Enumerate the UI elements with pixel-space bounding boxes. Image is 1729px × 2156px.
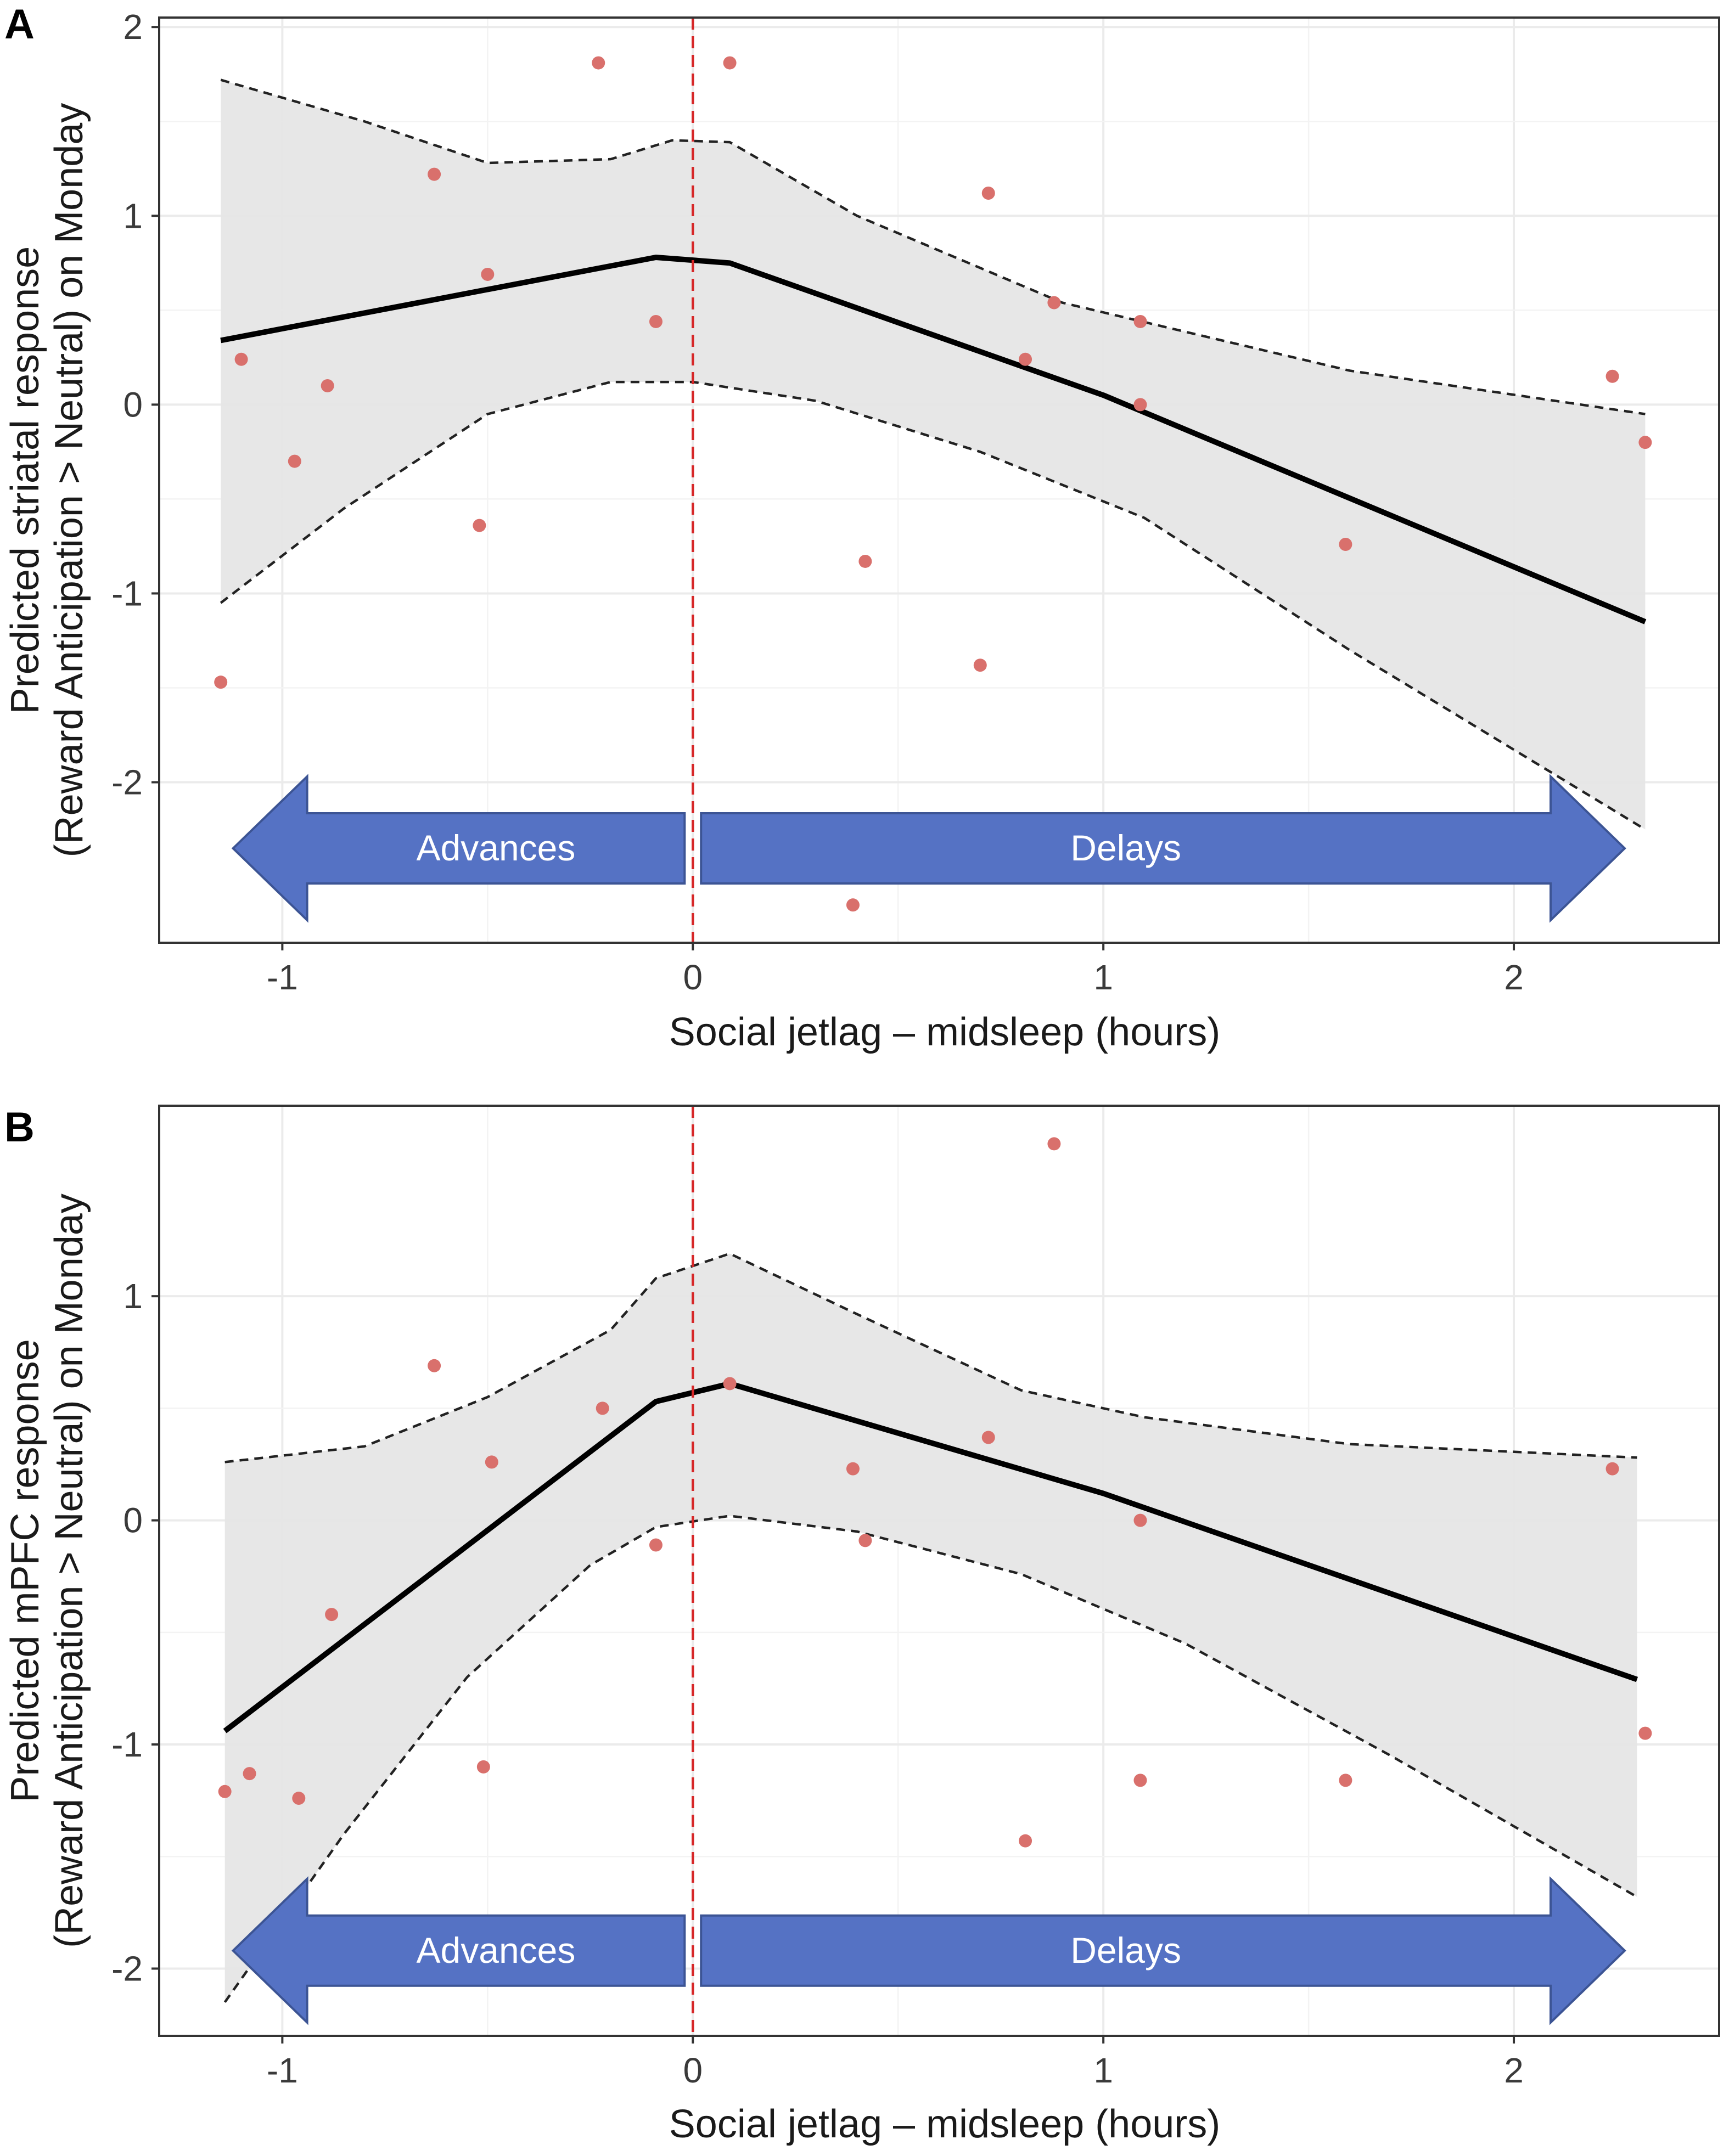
panel-a-advances-arrow <box>231 774 686 923</box>
panel-b-advances-arrow <box>231 1876 686 2025</box>
panel-a-y-axis-title-line2: (Reward Anticipation > Neutral) on Monda… <box>47 103 91 858</box>
panel-a-letter: A <box>4 1 35 48</box>
panel-a-data-point <box>723 56 737 70</box>
panel-b-y-tick-label: 1 <box>123 1276 143 1316</box>
panel-b-data-point <box>1606 1462 1619 1476</box>
panel-b-confidence-band <box>224 1253 1637 2002</box>
panel-a-data-point <box>981 186 995 200</box>
panel-b-data-point <box>649 1538 663 1552</box>
panel-a-data-point <box>473 519 486 532</box>
panel-b-y-tick-label: -1 <box>111 1725 143 1764</box>
panel-a-y-tick-label: 0 <box>123 385 143 424</box>
panel-a-fit-line <box>220 254 1647 624</box>
panel-b-ci-lower-line <box>223 1515 1638 2003</box>
panel-a-delays-arrow <box>700 774 1626 923</box>
panel-a-delays-arrow-label: Delays <box>1070 828 1181 868</box>
panel-a-x-tick-label: 0 <box>683 958 703 997</box>
panel-a-data-point <box>1606 369 1619 383</box>
panel-a-data-point <box>214 675 228 689</box>
panel-a-data-point <box>1133 314 1147 328</box>
panel-b-data-point <box>858 1534 872 1547</box>
panel-a-data-point <box>288 454 301 468</box>
panel-a-confidence-band <box>221 80 1646 830</box>
panel-a-ci-upper-line <box>220 78 1646 415</box>
panel-a-y-tick-label: 1 <box>123 196 143 235</box>
panel-b: Advances Delays -1 0 1 2 -2 -1 0 1 Social jetlag –… <box>3 1104 1720 2146</box>
panel-a: Advances Delays -1 0 1 2 -2 -1 0 1 2 Social jetlag … <box>3 1 1720 1054</box>
panel-a-data-point <box>234 352 248 366</box>
panel-b-x-tick-label: 2 <box>1504 2051 1524 2090</box>
panel-a-data-point <box>1047 296 1061 309</box>
panel-a-data-point <box>858 554 872 568</box>
panel-b-data-point <box>476 1760 490 1774</box>
panel-b-x-tick-label: 0 <box>683 2051 703 2090</box>
panel-b-data-point <box>1339 1774 1352 1787</box>
panel-b-data-point <box>243 1767 256 1781</box>
panel-a-x-tick-label: -1 <box>267 958 298 997</box>
panel-b-data-point <box>1133 1513 1147 1527</box>
panel-b-data-point <box>1133 1774 1147 1787</box>
panel-b-delays-arrow-label: Delays <box>1070 1930 1181 1971</box>
panel-a-data-point <box>1133 398 1147 412</box>
panel-a-data-point <box>321 379 334 392</box>
panel-a-border <box>158 16 1720 944</box>
panel-b-delays-arrow <box>700 1876 1626 2025</box>
panel-a-ci-lower-line <box>220 380 1646 831</box>
panel-b-data-point <box>1638 1726 1652 1740</box>
panel-a-y-tick-label: -1 <box>111 573 143 613</box>
panel-a-data-point <box>481 267 495 281</box>
panel-b-advances-arrow-label: Advances <box>417 1930 576 1971</box>
panel-a-y-axis-title-line1: Predicted striatal response <box>3 246 47 714</box>
panel-a-data-point <box>592 56 605 70</box>
panel-b-border <box>158 1105 1720 2037</box>
panel-b-data-point <box>292 1792 306 1805</box>
panel-a-data-point <box>846 898 860 912</box>
panel-b-data-point <box>1019 1834 1032 1848</box>
panel-a-x-tick-label: 1 <box>1093 958 1113 997</box>
panel-b-letter: B <box>4 1104 35 1151</box>
panel-b-x-axis-title: Social jetlag – midsleep (hours) <box>669 2102 1220 2146</box>
panel-b-data-point <box>218 1785 232 1798</box>
panel-a-y-tick-label: 2 <box>123 7 143 47</box>
panel-b-data-point <box>485 1455 498 1469</box>
panel-b-y-axis-title-line2: (Reward Anticipation > Neutral) on Monda… <box>47 1194 91 1948</box>
panel-b-ci-upper-line <box>224 1252 1637 1463</box>
panel-a-x-axis-title: Social jetlag – midsleep (hours) <box>669 1010 1220 1054</box>
panel-b-data-point <box>596 1401 609 1415</box>
panel-a-x-tick-label: 2 <box>1504 958 1524 997</box>
panel-b-y-tick-label: -2 <box>111 1949 143 1988</box>
panel-b-data-point <box>981 1431 995 1444</box>
panel-b-data-point <box>325 1608 339 1622</box>
panel-b-y-tick-label: 0 <box>123 1501 143 1540</box>
panel-a-data-point <box>973 658 987 672</box>
panel-b-data-point <box>1047 1137 1061 1151</box>
panel-b-data-point <box>846 1462 860 1476</box>
panel-a-advances-arrow-label: Advances <box>417 828 576 868</box>
panel-a-data-point <box>1638 436 1652 449</box>
panel-b-data-point <box>428 1359 441 1372</box>
panel-b-data-point <box>723 1377 737 1391</box>
panel-b-x-tick-label: -1 <box>267 2051 298 2090</box>
panel-a-data-point <box>1019 352 1032 366</box>
panel-b-points <box>218 1137 1652 1848</box>
panel-b-x-tick-label: 1 <box>1093 2051 1113 2090</box>
panel-a-data-point <box>428 167 441 181</box>
panel-a-data-point <box>649 314 663 328</box>
panel-b-y-axis-title-line1: Predicted mPFC response <box>3 1339 47 1802</box>
panel-a-points <box>214 56 1652 912</box>
panel-a-data-point <box>1339 537 1352 551</box>
panel-a-y-tick-label: -2 <box>111 763 143 802</box>
